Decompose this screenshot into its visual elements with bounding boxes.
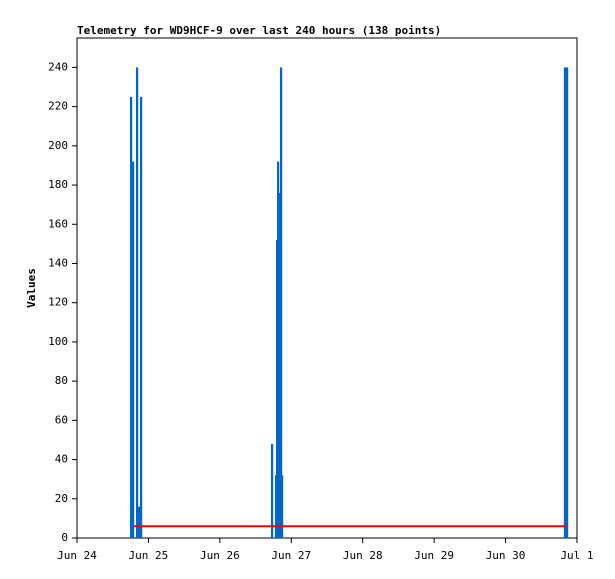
- bar: [130, 96, 133, 538]
- y-tick-label: 120: [48, 296, 68, 309]
- bar: [280, 67, 283, 538]
- x-tick-label: Jun 27: [271, 549, 311, 562]
- bar: [136, 67, 139, 538]
- y-tick-label: 0: [61, 531, 68, 544]
- y-tick-label: 60: [55, 413, 68, 426]
- y-tick-label: 140: [48, 256, 68, 269]
- x-tick-label: Jun 30: [486, 549, 526, 562]
- bar: [271, 443, 274, 538]
- y-tick-label: 240: [48, 60, 68, 73]
- y-tick-label: 200: [48, 139, 68, 152]
- chart-title: Telemetry for WD9HCF-9 over last 240 hou…: [77, 24, 441, 37]
- y-tick-label: 40: [55, 453, 68, 466]
- x-tick-label: Jun 28: [343, 549, 383, 562]
- y-tick-label: 100: [48, 335, 68, 348]
- x-tick-label: Jun 29: [414, 549, 454, 562]
- bar: [563, 67, 567, 538]
- bar: [281, 475, 284, 538]
- x-tick-label: Jun 25: [129, 549, 169, 562]
- bar: [132, 161, 135, 538]
- bar: [140, 96, 143, 538]
- x-tick-label: Jun 26: [200, 549, 240, 562]
- y-tick-label: 160: [48, 217, 68, 230]
- x-tick-label: Jun 24: [57, 549, 97, 562]
- y-tick-label: 180: [48, 178, 68, 191]
- plot-frame: [76, 37, 578, 539]
- bar: [277, 161, 280, 538]
- x-tick-label: Jul 1: [560, 549, 593, 562]
- y-tick-label: 80: [55, 374, 68, 387]
- y-tick-label: 220: [48, 100, 68, 113]
- y-axis-label: Values: [25, 268, 38, 308]
- y-tick-label: 20: [55, 492, 68, 505]
- bar: [138, 506, 141, 538]
- bar: [566, 67, 569, 538]
